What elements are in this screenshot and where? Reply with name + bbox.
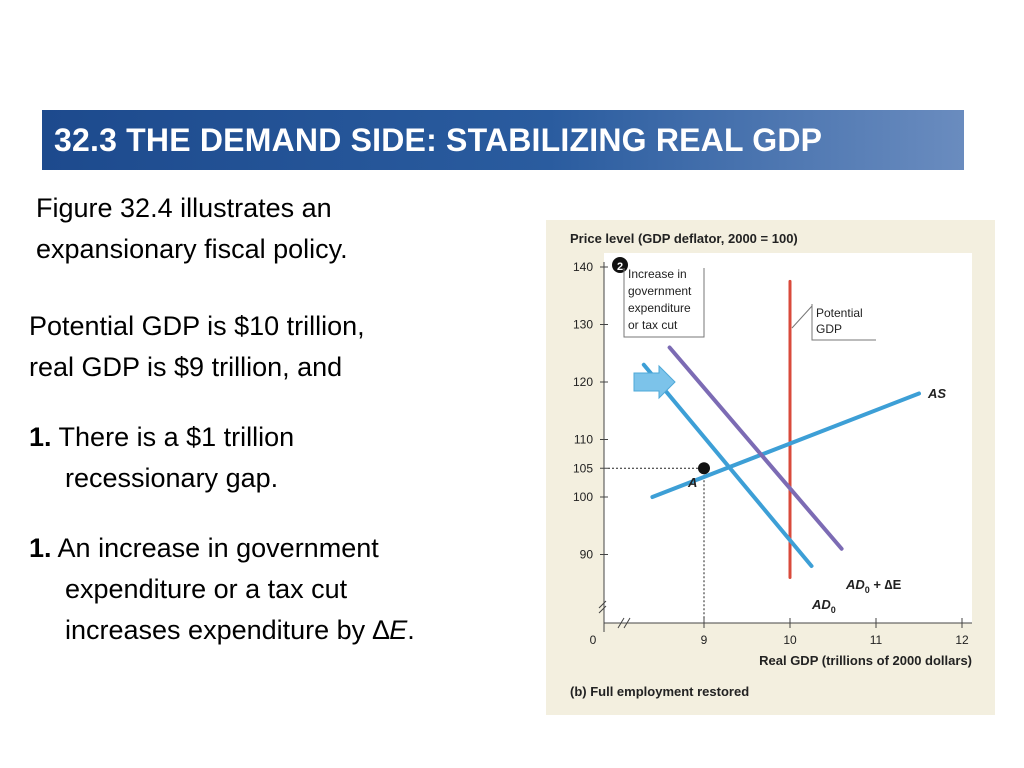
x-axis-label: Real GDP (trillions of 2000 dollars)	[759, 653, 972, 668]
series-line-ad0-e	[667, 345, 844, 551]
point-1-line: There is a $1 trillion	[58, 422, 295, 452]
step-badge-number: 2	[617, 261, 623, 273]
potential-label-line: GDP	[816, 322, 842, 336]
ad1-label-rest: + ∆E	[870, 577, 902, 592]
y-ticks: 140 130 120 110 105 100 90	[573, 260, 608, 562]
potential-label: Potential GDP	[816, 306, 866, 336]
period: .	[407, 615, 415, 645]
figure-caption: (b) Full employment restored	[570, 684, 749, 699]
expenditure-var: E	[389, 615, 408, 645]
shift-label: Increase in government expenditure or ta…	[628, 267, 695, 332]
x-axis-break-icon	[617, 617, 631, 629]
shift-label-box	[623, 268, 705, 338]
shift-label-line: or tax cut	[628, 318, 678, 332]
potential-label-box	[811, 304, 876, 341]
x-ticks: 0 9 10 11 12	[590, 618, 969, 647]
point-2-number: 1.	[29, 533, 52, 563]
point-2-line: expenditure or a tax cut	[65, 574, 348, 604]
intro-line: Figure 32.4 illustrates an	[36, 193, 332, 223]
y-tick-label: 105	[573, 461, 593, 475]
plot-area-background	[604, 253, 972, 623]
y-axis-label: Price level (GDP deflator, 2000 = 100)	[570, 231, 798, 246]
series-line-ad0	[641, 362, 814, 568]
potential-gdp-text: Potential GDP is $10 trillion, real GDP …	[29, 306, 509, 388]
intro-text: Figure 32.4 illustrates an expansionary …	[36, 188, 506, 270]
figure-panel: Price level (GDP deflator, 2000 = 100) 1…	[546, 220, 995, 715]
potential-label-line: Potential	[816, 306, 863, 320]
intro-line: expansionary fiscal policy.	[36, 234, 348, 264]
point-2-line: increases expenditure by ∆E.	[29, 610, 529, 651]
shift-label-line: expenditure	[628, 301, 691, 315]
ad1-label: AD0 + ∆E	[845, 577, 902, 595]
point-1-number: 1.	[29, 422, 52, 452]
ad1-label-sub: 0	[865, 585, 870, 595]
point-2: 1. An increase in government expenditure…	[29, 528, 529, 651]
shift-label-line: government	[628, 284, 692, 298]
series-line-as	[650, 391, 921, 499]
ad0-label: AD0	[811, 597, 836, 615]
series-lines	[641, 279, 921, 579]
shift-arrow-icon	[633, 364, 676, 400]
point-1: 1. There is a $1 trillion recessionary g…	[29, 417, 529, 499]
y-tick-label: 130	[573, 318, 593, 332]
shift-label-line: Increase in	[628, 267, 687, 281]
y-tick-label: 140	[573, 260, 593, 274]
as-label: AS	[927, 386, 946, 401]
y-axis-break-icon	[598, 600, 607, 614]
x-tick-label: 0	[590, 633, 597, 647]
point-2-line-text: increases expenditure by	[65, 615, 373, 645]
y-tick-label: 110	[574, 433, 593, 447]
point-2-line: An increase in government	[57, 533, 379, 563]
equilibrium-point-a	[698, 462, 710, 475]
potential-pointer	[791, 305, 813, 329]
slide-title-bar: 32.3 THE DEMAND SIDE: STABILIZING REAL G…	[42, 110, 964, 170]
point-a-label: A	[687, 475, 697, 490]
ad0-label-sub: 0	[831, 605, 836, 615]
delta-symbol: ∆	[372, 615, 390, 645]
slide-title: 32.3 THE DEMAND SIDE: STABILIZING REAL G…	[54, 121, 823, 158]
ad0-label-text: AD	[811, 597, 831, 612]
point-1-line: recessionary gap.	[65, 463, 279, 493]
y-tick-label: 120	[573, 375, 593, 389]
x-tick-label: 10	[783, 633, 797, 647]
x-tick-label: 9	[701, 633, 708, 647]
y-tick-label: 100	[573, 490, 593, 504]
x-tick-label: 12	[955, 633, 969, 647]
ad1-label-text: AD	[845, 577, 865, 592]
potential-line: Potential GDP is $10 trillion,	[29, 311, 365, 341]
potential-line: real GDP is $9 trillion, and	[29, 352, 343, 382]
x-tick-label: 11	[870, 633, 883, 647]
ad-as-chart: Price level (GDP deflator, 2000 = 100) 1…	[570, 231, 972, 699]
y-tick-label: 90	[580, 548, 594, 562]
